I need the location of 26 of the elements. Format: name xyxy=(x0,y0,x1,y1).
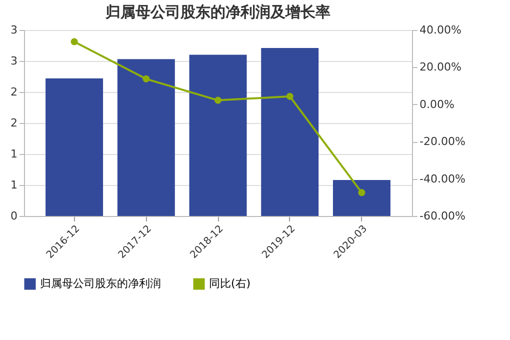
bar xyxy=(189,54,247,216)
bar xyxy=(117,59,175,216)
y2-tick-label: -40.00% xyxy=(420,172,466,186)
legend-label: 同比(右) xyxy=(209,277,251,290)
point xyxy=(70,38,78,46)
y-tick-label: 1 xyxy=(10,178,18,192)
y2-tick-label: -20.00% xyxy=(420,135,466,148)
bar xyxy=(332,180,390,216)
legend-label: 归属母公司股东的净利润 xyxy=(40,277,161,290)
y2-tick-label: 0.00% xyxy=(420,98,454,111)
point xyxy=(358,189,366,196)
bar xyxy=(46,78,104,216)
bar xyxy=(261,48,319,216)
y-tick-label: 3 xyxy=(10,24,18,36)
point xyxy=(142,75,150,82)
y2-tick-label: 20.00% xyxy=(420,60,462,74)
y-tick-label: 2 xyxy=(10,116,18,130)
chart-title: 归属母公司股东的净利润及增长率 xyxy=(104,3,330,21)
point xyxy=(214,96,222,104)
y-tick-label: 0 xyxy=(10,210,18,222)
y2-tick-label: 40.00% xyxy=(420,24,462,36)
y-tick-label: 1 xyxy=(10,148,18,160)
point xyxy=(286,92,294,100)
y-tick-label: 3 xyxy=(10,54,18,68)
y-tick-label: 2 xyxy=(10,86,18,98)
y2-tick-label: -60.00% xyxy=(420,210,466,222)
